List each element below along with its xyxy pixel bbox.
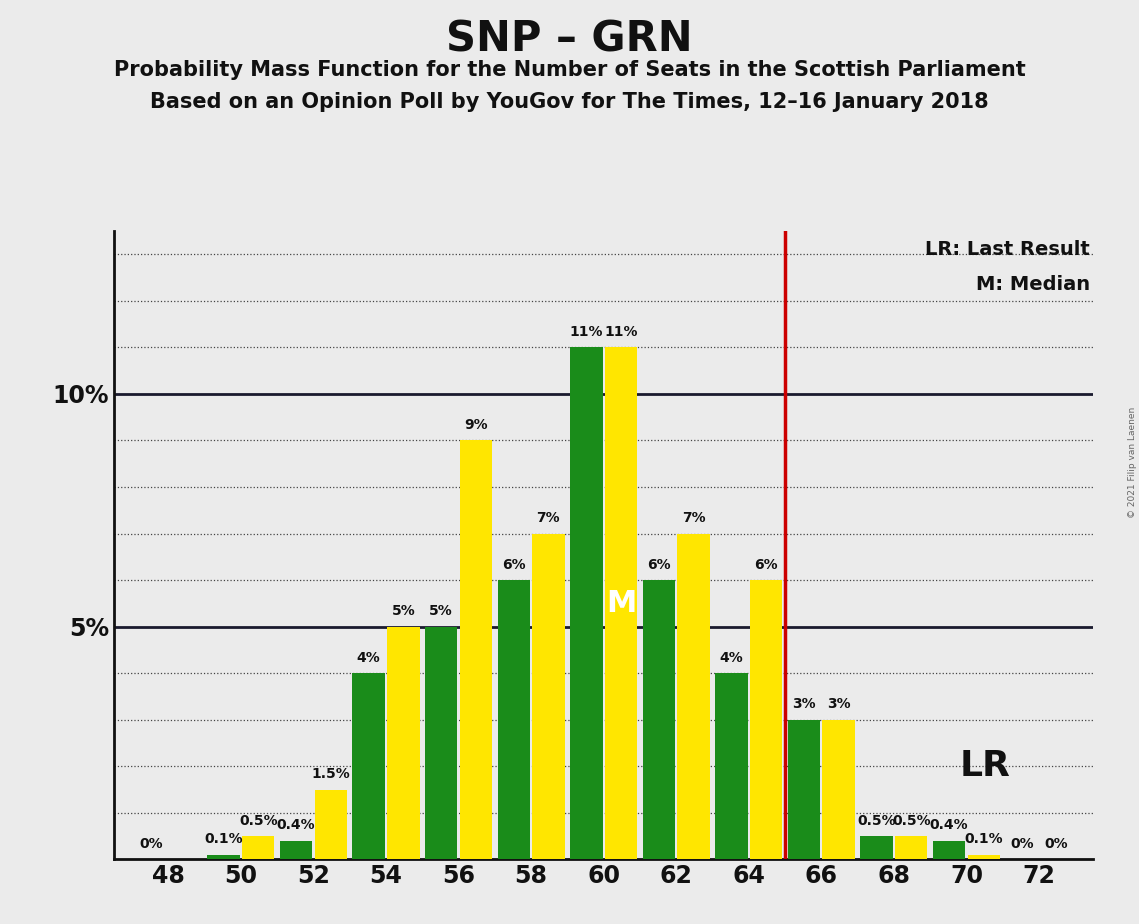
- Bar: [352, 674, 385, 859]
- Bar: [822, 720, 855, 859]
- Text: 4%: 4%: [357, 650, 380, 664]
- Bar: [241, 836, 274, 859]
- Text: 0.5%: 0.5%: [892, 814, 931, 828]
- Bar: [933, 841, 966, 859]
- Text: 0%: 0%: [139, 837, 163, 851]
- Text: 3%: 3%: [827, 698, 851, 711]
- Bar: [498, 580, 530, 859]
- Text: 0.4%: 0.4%: [277, 819, 316, 833]
- Bar: [860, 836, 893, 859]
- Bar: [605, 347, 637, 859]
- Text: 4%: 4%: [720, 650, 744, 664]
- Bar: [642, 580, 675, 859]
- Text: 7%: 7%: [682, 511, 705, 525]
- Bar: [532, 533, 565, 859]
- Text: 0.4%: 0.4%: [929, 819, 968, 833]
- Bar: [314, 789, 347, 859]
- Text: 6%: 6%: [754, 558, 778, 572]
- Text: LR: Last Result: LR: Last Result: [925, 240, 1090, 260]
- Bar: [387, 626, 419, 859]
- Text: 5%: 5%: [429, 604, 453, 618]
- Text: 1.5%: 1.5%: [311, 767, 350, 781]
- Bar: [749, 580, 782, 859]
- Text: 11%: 11%: [570, 325, 603, 339]
- Text: 6%: 6%: [647, 558, 671, 572]
- Text: 9%: 9%: [464, 418, 487, 432]
- Bar: [678, 533, 710, 859]
- Text: LR: LR: [959, 749, 1010, 784]
- Text: 3%: 3%: [793, 698, 816, 711]
- Bar: [571, 347, 603, 859]
- Text: 6%: 6%: [502, 558, 525, 572]
- Bar: [715, 674, 747, 859]
- Text: 5%: 5%: [392, 604, 416, 618]
- Text: 0.5%: 0.5%: [858, 814, 896, 828]
- Bar: [280, 841, 312, 859]
- Text: M: M: [606, 589, 637, 618]
- Text: 0.5%: 0.5%: [239, 814, 278, 828]
- Text: 0%: 0%: [1010, 837, 1033, 851]
- Bar: [788, 720, 820, 859]
- Text: SNP – GRN: SNP – GRN: [446, 18, 693, 60]
- Text: 0.1%: 0.1%: [965, 833, 1003, 846]
- Text: 11%: 11%: [605, 325, 638, 339]
- Text: 7%: 7%: [536, 511, 560, 525]
- Bar: [207, 855, 240, 859]
- Text: Based on an Opinion Poll by YouGov for The Times, 12–16 January 2018: Based on an Opinion Poll by YouGov for T…: [150, 92, 989, 113]
- Bar: [895, 836, 927, 859]
- Text: M: Median: M: Median: [976, 275, 1090, 294]
- Bar: [967, 855, 1000, 859]
- Bar: [425, 626, 458, 859]
- Text: © 2021 Filip van Laenen: © 2021 Filip van Laenen: [1128, 407, 1137, 517]
- Text: Probability Mass Function for the Number of Seats in the Scottish Parliament: Probability Mass Function for the Number…: [114, 60, 1025, 80]
- Text: 0.1%: 0.1%: [204, 833, 243, 846]
- Text: 0%: 0%: [1044, 837, 1068, 851]
- Bar: [460, 441, 492, 859]
